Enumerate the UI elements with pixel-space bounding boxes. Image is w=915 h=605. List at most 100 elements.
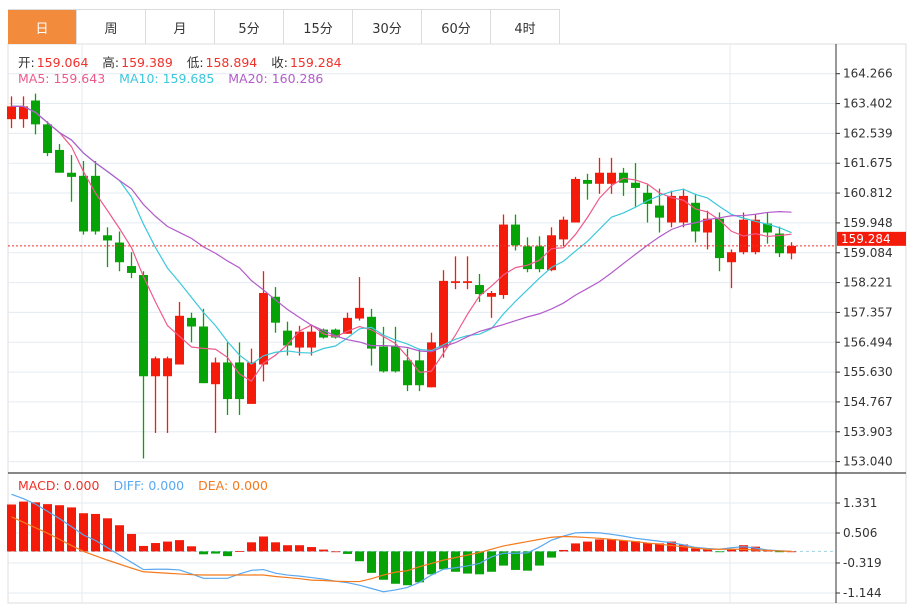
candle (391, 326, 400, 373)
macd-bar (223, 551, 232, 557)
tab-5min[interactable]: 5分 (215, 10, 284, 44)
macd-bar (691, 548, 700, 552)
candle (7, 96, 16, 129)
macd-bar (451, 551, 460, 572)
macd-tick-label: -0.319 (843, 556, 882, 570)
candle (511, 214, 520, 251)
candle (463, 256, 472, 290)
candle-body (259, 292, 268, 365)
candle (343, 312, 352, 334)
tab-week[interactable]: 周 (77, 10, 146, 44)
macd-bar (103, 518, 112, 552)
macd-readout: MACD: 0.000 DIFF: 0.000 DEA: 0.000 (18, 478, 270, 493)
macd-bar (391, 551, 400, 584)
candle (571, 176, 580, 223)
candle-body (187, 317, 196, 327)
candle-body (43, 124, 52, 154)
tab-day[interactable]: 日 (8, 10, 77, 44)
diff-line (11, 493, 792, 593)
candle (415, 348, 424, 392)
candle (499, 214, 508, 299)
open-value: 159.064 (36, 55, 89, 70)
ma5-value: MA5: 159.643 (18, 71, 106, 86)
candle-body (679, 195, 688, 223)
macd-bar (403, 551, 412, 586)
macd-bar (751, 546, 760, 552)
candle (607, 157, 616, 194)
candle-body (67, 172, 76, 177)
macd-bar (163, 541, 172, 552)
candle (307, 324, 316, 356)
candle (91, 160, 100, 235)
candle-body (535, 246, 544, 270)
macd-bar (7, 504, 16, 552)
ma20-line (11, 105, 792, 353)
candle (715, 212, 724, 272)
macd-bar (715, 551, 724, 553)
candle-body (307, 331, 316, 348)
candle (487, 290, 496, 318)
candle (187, 312, 196, 343)
macd-bar (151, 543, 160, 552)
candle-body (91, 175, 100, 232)
candle-body (343, 317, 352, 334)
candle-body (667, 195, 676, 223)
macd-value: MACD: 0.000 (18, 478, 100, 493)
candle-body (499, 224, 508, 296)
tab-month[interactable]: 月 (146, 10, 215, 44)
macd-tick-label: -1.144 (843, 586, 882, 600)
candle (211, 357, 220, 433)
candle (583, 173, 592, 200)
candle-body (715, 218, 724, 259)
macd-bar (139, 545, 148, 552)
candle (271, 287, 280, 333)
macd-bar (607, 539, 616, 552)
tab-4hour[interactable]: 4时 (491, 10, 560, 44)
candle-body (127, 266, 136, 273)
macd-bar (235, 551, 244, 552)
candle (727, 249, 736, 289)
candle (643, 184, 652, 223)
candle (367, 308, 376, 366)
price-tick-label: 154.767 (843, 395, 893, 409)
macd-bar (199, 551, 208, 555)
candle-body (223, 362, 232, 400)
candle-body (583, 179, 592, 184)
candle-body (271, 296, 280, 323)
candle-body (691, 202, 700, 232)
candle-body (295, 331, 304, 348)
tab-30min[interactable]: 30分 (353, 10, 422, 44)
candle-body (235, 362, 244, 400)
price-tick-label: 153.040 (843, 455, 893, 469)
macd-bar (211, 551, 220, 554)
current-price-label: 159.284 (841, 232, 891, 246)
candle-body (727, 252, 736, 263)
tab-15min[interactable]: 15分 (284, 10, 353, 44)
candle (79, 160, 88, 235)
candle-body (19, 106, 28, 120)
candle (679, 188, 688, 228)
macd-bar (667, 541, 676, 552)
candle-body (463, 281, 472, 283)
ma10-value: MA10: 159.685 (119, 71, 215, 86)
candle-body (571, 178, 580, 223)
candle (139, 271, 148, 459)
candle-body (643, 192, 652, 204)
candle (667, 190, 676, 228)
candle (31, 93, 40, 135)
high-label: 高: (102, 55, 120, 70)
candle-body (163, 358, 172, 377)
candle (127, 252, 136, 279)
candle (43, 121, 52, 157)
candle (247, 348, 256, 404)
tab-60min[interactable]: 60分 (422, 10, 491, 44)
candle (775, 226, 784, 258)
ohlc-readout: 开: 159.064 高: 159.389 低: 158.894 收: 159.284 (18, 52, 344, 71)
macd-bar (583, 541, 592, 552)
macd-bar (535, 551, 544, 566)
macd-bar (631, 541, 640, 552)
candle-body (283, 330, 292, 346)
macd-bar (523, 551, 532, 571)
candle-body (607, 172, 616, 184)
